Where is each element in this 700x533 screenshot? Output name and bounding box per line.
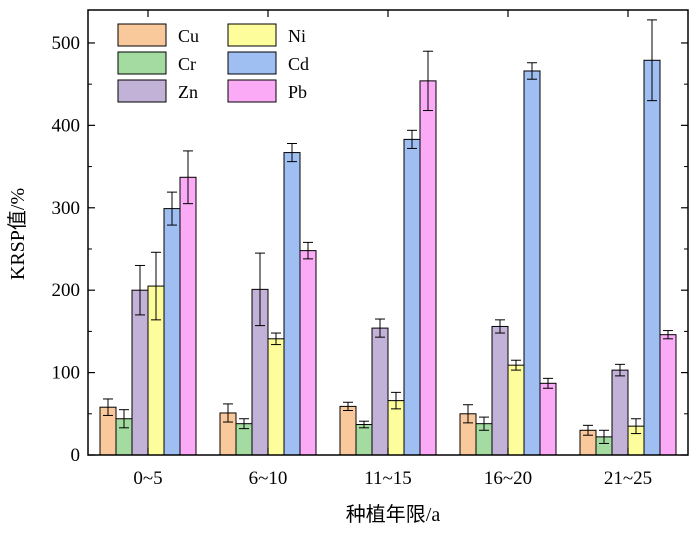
- legend-swatch-cu: [117, 23, 167, 47]
- axes-layer: 0 100 200 300 400 500 0~5 6~10 11~15 16~20 21~25: [52, 9, 689, 489]
- legend-swatch-ni: [227, 23, 277, 47]
- x-tick-label-4: 21~25: [604, 468, 652, 489]
- x-tick-label-0: 0~5: [133, 468, 162, 489]
- bar-zn-4: [611, 369, 629, 456]
- legend-swatch-zn: [117, 79, 167, 103]
- legend-label-cu: Cu: [178, 26, 199, 46]
- legend-label-cd: Cd: [288, 54, 309, 74]
- legend-swatch-pb: [227, 79, 277, 103]
- x-tick-label-3: 16~20: [484, 468, 532, 489]
- bar-cd-3: [523, 70, 541, 456]
- bars-layer: [99, 19, 677, 456]
- y-tick-label-0: 0: [71, 445, 81, 466]
- y-tick-label-100: 100: [52, 363, 81, 384]
- legend-label-zn: Zn: [178, 82, 198, 102]
- bar-zn-2: [371, 327, 389, 456]
- legend-label-ni: Ni: [288, 26, 306, 46]
- y-tick-label-500: 500: [52, 33, 81, 54]
- bar-cd-4: [643, 59, 661, 456]
- x-axis-title: 种植年限/a: [346, 503, 441, 526]
- y-tick-label-300: 300: [52, 198, 81, 219]
- bar-cd-2: [403, 138, 421, 456]
- legend-swatch-cd: [227, 51, 277, 75]
- bar-pb-2: [419, 80, 437, 456]
- bar-cd-0: [163, 208, 181, 456]
- y-tick-label-400: 400: [52, 115, 81, 136]
- bar-cu-2: [339, 405, 357, 456]
- bar-pb-4: [659, 334, 677, 456]
- y-axis-title: KRSP值/%: [6, 188, 29, 280]
- x-tick-label-1: 6~10: [249, 468, 288, 489]
- bar-pb-0: [179, 176, 197, 456]
- y-tick-label-200: 200: [52, 280, 81, 301]
- legend-swatch-cr: [117, 51, 167, 75]
- bar-ni-1: [267, 338, 285, 456]
- bar-zn-3: [491, 325, 509, 456]
- bar-pb-1: [299, 250, 317, 456]
- legend-label-cr: Cr: [178, 54, 196, 74]
- x-tick-label-2: 11~15: [364, 468, 412, 489]
- bar-cd-1: [283, 152, 301, 456]
- legend: Cu Cr Zn Ni Cd Pb: [117, 23, 309, 103]
- bar-pb-3: [539, 382, 557, 456]
- legend-label-pb: Pb: [288, 82, 307, 102]
- bar-ni-3: [507, 364, 525, 456]
- bar-cr-2: [355, 424, 373, 456]
